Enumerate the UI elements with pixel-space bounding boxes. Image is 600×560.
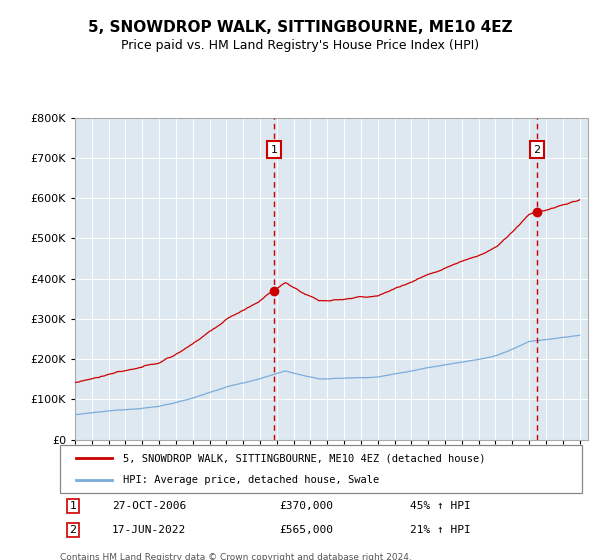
Text: Price paid vs. HM Land Registry's House Price Index (HPI): Price paid vs. HM Land Registry's House … (121, 39, 479, 52)
Text: 1: 1 (70, 501, 77, 511)
Text: 17-JUN-2022: 17-JUN-2022 (112, 525, 187, 535)
FancyBboxPatch shape (60, 445, 582, 493)
Text: 5, SNOWDROP WALK, SITTINGBOURNE, ME10 4EZ (detached house): 5, SNOWDROP WALK, SITTINGBOURNE, ME10 4E… (122, 453, 485, 463)
Text: 5, SNOWDROP WALK, SITTINGBOURNE, ME10 4EZ: 5, SNOWDROP WALK, SITTINGBOURNE, ME10 4E… (88, 20, 512, 35)
Text: 1: 1 (271, 145, 277, 155)
Text: Contains HM Land Registry data © Crown copyright and database right 2024.
This d: Contains HM Land Registry data © Crown c… (60, 553, 412, 560)
Text: £370,000: £370,000 (279, 501, 333, 511)
Text: 27-OCT-2006: 27-OCT-2006 (112, 501, 187, 511)
Text: £565,000: £565,000 (279, 525, 333, 535)
Text: 45% ↑ HPI: 45% ↑ HPI (410, 501, 470, 511)
Text: 2: 2 (70, 525, 77, 535)
Text: HPI: Average price, detached house, Swale: HPI: Average price, detached house, Swal… (122, 475, 379, 485)
Text: 2: 2 (533, 145, 541, 155)
Text: 21% ↑ HPI: 21% ↑ HPI (410, 525, 470, 535)
